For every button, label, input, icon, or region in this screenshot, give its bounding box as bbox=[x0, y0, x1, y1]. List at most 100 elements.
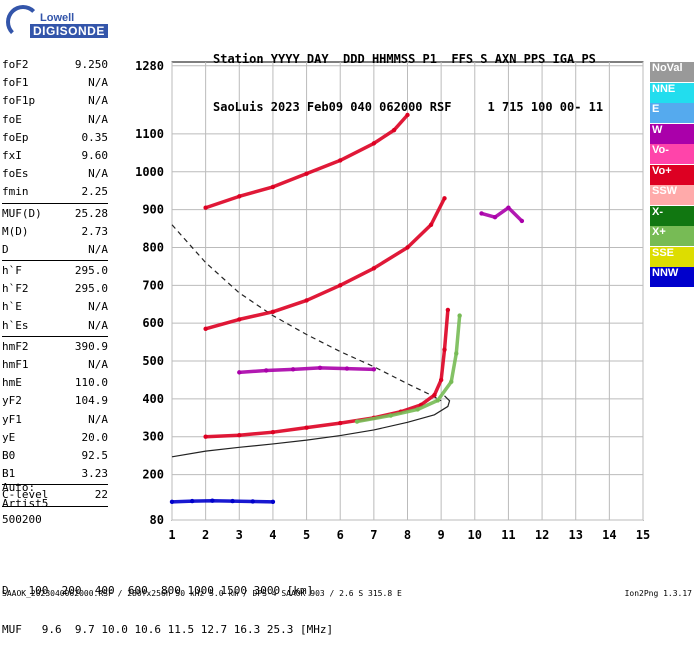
param-label: B0 bbox=[2, 448, 16, 462]
param-value: 9.60 bbox=[81, 148, 109, 162]
param-separator bbox=[2, 505, 108, 507]
param-row: hmF1 N/A bbox=[2, 356, 108, 374]
param-value: 92.5 bbox=[81, 448, 109, 462]
legend-item: NNW bbox=[650, 267, 694, 287]
x-tick-label: 7 bbox=[370, 528, 377, 542]
echo-point bbox=[445, 307, 451, 313]
param-separator bbox=[2, 202, 108, 204]
param-value: N/A bbox=[88, 412, 108, 426]
param-row: h`F2 295.0 bbox=[2, 280, 108, 298]
echo-point bbox=[457, 313, 462, 318]
echo-point bbox=[338, 283, 343, 288]
param-label: hmF2 bbox=[2, 339, 29, 353]
param-separator bbox=[2, 260, 108, 262]
echo-point bbox=[371, 367, 377, 372]
y-tick-label: 200 bbox=[142, 468, 164, 482]
x-tick-label: 8 bbox=[404, 528, 411, 542]
echo-point bbox=[354, 419, 360, 424]
tick-labels: 1 2 3 4 5 6 7 8 9 10 11 12 13 14 158020030040050060070… bbox=[135, 59, 650, 542]
legend-item: SSW bbox=[650, 185, 694, 205]
param-row: h`E N/A bbox=[2, 298, 108, 316]
header-labels: Station YYYY DAY DDD HHMMSS P1 FFS S AXN… bbox=[213, 52, 596, 66]
echo-trace-nnw bbox=[170, 498, 275, 504]
param-row: yE 20.0 bbox=[2, 429, 108, 447]
y-tick-label: 1000 bbox=[135, 165, 164, 179]
param-label: B1 bbox=[2, 467, 16, 481]
y-tick-label: 700 bbox=[142, 278, 164, 292]
echo-point bbox=[237, 194, 242, 199]
muf-table: D 100 200 400 600 800 1000 1500 3000 [km… bbox=[2, 558, 333, 649]
param-value: N/A bbox=[88, 167, 108, 181]
echo-point bbox=[338, 158, 343, 163]
reference-curves bbox=[171, 224, 451, 458]
param-label: h`Es bbox=[2, 318, 29, 332]
param-value: 25.28 bbox=[74, 206, 108, 220]
param-label: foF2 bbox=[2, 58, 29, 71]
x-tick-label: 15 bbox=[636, 528, 650, 542]
x-tick-label: 4 bbox=[269, 528, 276, 542]
param-value: 2.73 bbox=[81, 224, 109, 238]
param-row: fxI 9.60 bbox=[2, 147, 108, 165]
param-row: D N/A bbox=[2, 241, 108, 259]
legend-item: E bbox=[650, 103, 694, 123]
echo-point bbox=[304, 425, 309, 430]
param-value: 0.35 bbox=[81, 130, 109, 144]
muf-distance-label: D bbox=[2, 584, 9, 597]
param-value: 20.0 bbox=[81, 430, 109, 444]
y-tick-label: 1100 bbox=[135, 127, 164, 141]
param-row: h`F 295.0 bbox=[2, 262, 108, 280]
echo-point bbox=[270, 184, 276, 190]
param-label: yF2 bbox=[2, 394, 22, 408]
param-label: hmE bbox=[2, 376, 22, 390]
param-label: h`F2 bbox=[2, 282, 29, 296]
echo-point bbox=[435, 398, 440, 403]
x-tick-label: 5 bbox=[303, 528, 310, 542]
echo-point bbox=[270, 429, 276, 435]
x-tick-label: 1 bbox=[168, 528, 175, 542]
x-tick-label: 12 bbox=[535, 528, 549, 542]
echo-point bbox=[391, 127, 397, 133]
echo-point bbox=[237, 370, 242, 375]
auto-label: Auto: bbox=[2, 481, 36, 494]
param-label: yE bbox=[2, 430, 16, 444]
echo-point bbox=[189, 498, 195, 504]
muf-frequency-row: MUF 9.6 9.7 10.0 10.6 11.5 12.7 16.3 25.… bbox=[2, 623, 333, 636]
param-row: yF2 104.9 bbox=[2, 392, 108, 410]
param-label: MUF(D) bbox=[2, 206, 42, 220]
file-info-footer: SAAOK_2023040062000.RSF / 280fx256h 50 k… bbox=[2, 589, 402, 598]
y-tick-label: 300 bbox=[142, 430, 164, 444]
software-version: Ion2Png 1.3.17 bbox=[624, 589, 692, 598]
echo-point bbox=[270, 309, 276, 315]
echo-trace-w bbox=[479, 205, 524, 223]
x-tick-label: 14 bbox=[602, 528, 616, 542]
virtual-height-curve bbox=[171, 395, 451, 458]
param-row: MUF(D) 25.28 bbox=[2, 205, 108, 223]
param-label: h`E bbox=[2, 300, 22, 314]
echo-point bbox=[344, 366, 350, 371]
param-label: foF1 bbox=[2, 76, 29, 90]
y-tick-label: 800 bbox=[142, 240, 164, 254]
muf-distance-row: D 100 200 400 600 800 1000 1500 3000 [km… bbox=[2, 584, 333, 597]
param-row: yF1 N/A bbox=[2, 411, 108, 429]
x-tick-label: 6 bbox=[337, 528, 344, 542]
param-label: M(D) bbox=[2, 224, 29, 238]
param-separator bbox=[2, 484, 108, 486]
param-row: foF2 9.250 bbox=[2, 56, 108, 74]
echo-point bbox=[442, 196, 447, 201]
echo-point bbox=[519, 218, 525, 224]
param-value: 295.0 bbox=[74, 264, 108, 278]
param-label: C-level bbox=[2, 488, 49, 502]
station-header: Station YYYY DAY DDD HHMMSS P1 FFS S AXN… bbox=[213, 19, 603, 131]
echo-point bbox=[304, 298, 309, 303]
echo-point bbox=[203, 434, 208, 439]
param-label: foEp bbox=[2, 130, 29, 144]
param-label: foEs bbox=[2, 167, 29, 181]
echo-point bbox=[428, 222, 434, 227]
legend-item: NNE bbox=[650, 82, 694, 103]
logo-swoosh-icon bbox=[6, 5, 40, 39]
param-value: N/A bbox=[88, 300, 108, 314]
echo-point bbox=[338, 420, 343, 426]
legend-item: NoVal bbox=[650, 62, 694, 82]
param-row: foF1 N/A bbox=[2, 74, 108, 92]
parameters-panel: foF2 9.250 foF1 N/A foF1p N/A foE N/A foEp 0.35 fx… bbox=[2, 56, 108, 508]
